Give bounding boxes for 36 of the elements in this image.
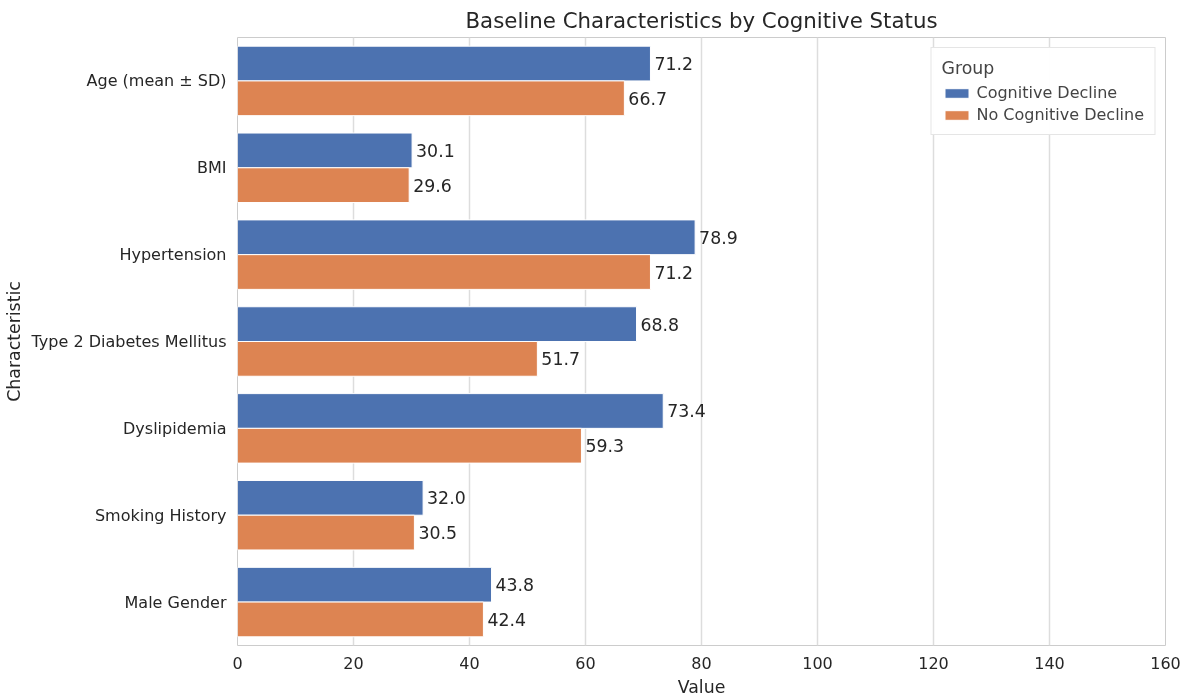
x-tick-label: 80 [691, 653, 712, 673]
data-label: 66.7 [628, 88, 667, 109]
x-tick-label: 160 [1150, 653, 1181, 673]
data-label: 29.6 [413, 175, 452, 196]
x-axis-title: Value [677, 676, 726, 697]
y-tick-label: Type 2 Diabetes Mellitus [30, 332, 227, 351]
data-label: 43.8 [495, 575, 535, 596]
x-tick-label: 20 [343, 653, 364, 673]
x-tick-label: 60 [575, 653, 596, 673]
y-tick-label: Smoking History [94, 505, 227, 525]
x-tick-label: 120 [918, 653, 949, 673]
data-label: 71.2 [654, 54, 694, 75]
data-label: 30.1 [416, 140, 455, 161]
x-tick-label: 0 [232, 653, 243, 673]
x-tick-label: 40 [459, 653, 480, 673]
data-label: 42.4 [487, 609, 527, 630]
data-label: 30.5 [418, 523, 457, 544]
legend-label: Cognitive Decline [976, 83, 1118, 102]
data-label: 32.0 [427, 488, 466, 509]
data-label: 73.4 [667, 401, 706, 422]
data-label: 59.3 [585, 436, 625, 457]
y-tick-label: Male Gender [124, 592, 227, 612]
y-axis-title: Characteristic [3, 281, 24, 402]
legend-label: No Cognitive Decline [976, 105, 1144, 124]
y-tick-label: BMI [197, 158, 227, 178]
legend-title: Group [941, 58, 996, 78]
x-tick-label: 140 [1034, 653, 1065, 673]
y-tick-label: Dyslipidemia [123, 418, 227, 438]
data-label: 68.8 [640, 314, 680, 335]
data-label: 78.9 [699, 227, 738, 248]
data-label: 71.2 [654, 262, 694, 283]
y-tick-label: Hypertension [119, 245, 227, 265]
data-label: 51.7 [541, 349, 580, 370]
y-tick-label: Age (mean ± SD) [86, 71, 227, 91]
x-tick-label: 100 [802, 653, 833, 673]
chart-title: Baseline Characteristics by Cognitive Status [465, 7, 938, 33]
